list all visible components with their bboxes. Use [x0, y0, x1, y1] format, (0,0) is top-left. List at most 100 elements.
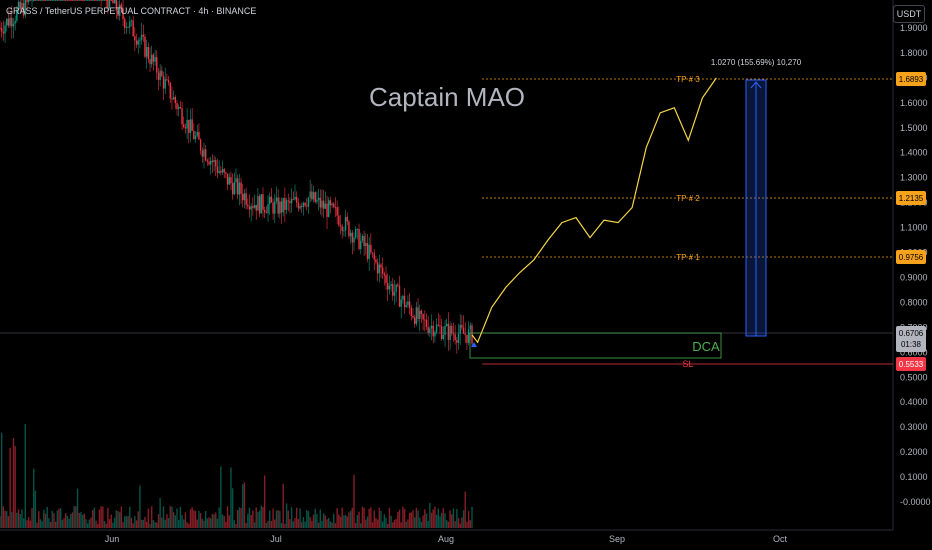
candle-body [269, 196, 271, 205]
candle-body [22, 3, 25, 16]
current-price: 0.6706 [899, 329, 924, 338]
price-tick-label: 1.6000 [900, 98, 928, 108]
time-axis[interactable]: Jun Jul Aug Sep Oct [105, 534, 788, 544]
symbol-title[interactable]: GRASS / TetherUS PERPETUAL CONTRACT · 4h… [6, 6, 257, 16]
candle-body [179, 106, 182, 109]
volume-bar [435, 514, 438, 528]
volume-bar [46, 506, 48, 528]
candle-body [149, 58, 151, 65]
volume-bar [226, 506, 229, 528]
volume-bar [280, 522, 283, 528]
volume-bar [419, 517, 421, 528]
measure-arrow-head-icon [750, 81, 762, 89]
sl-price-badge: 0.5533 [896, 357, 926, 371]
candle-body [462, 327, 465, 334]
price-tick-label: 1.9000 [900, 23, 928, 33]
time-tick-label: Oct [773, 534, 788, 544]
candle-body [159, 70, 161, 80]
volume-bar [402, 506, 404, 528]
volume-bar [75, 506, 77, 528]
candle-body [289, 200, 291, 204]
volume-bar [248, 507, 251, 528]
candle-body [78, 0, 80, 1]
volume-bar [215, 512, 217, 528]
volume-bar [328, 517, 330, 528]
volume-bar [152, 520, 155, 528]
volume-bar [162, 506, 165, 528]
volume-bar [81, 514, 84, 528]
volume-bar [177, 520, 180, 528]
volume-bar [329, 521, 332, 528]
candle-body [270, 196, 273, 203]
candle-body [329, 200, 332, 206]
volume-bar [306, 510, 308, 528]
volume-bar [211, 513, 214, 528]
volume-bar [51, 510, 53, 528]
candle-body [221, 169, 224, 173]
candle-body [331, 203, 333, 206]
volume-bar [407, 519, 409, 528]
volume-bar [86, 523, 89, 528]
volume-bar [269, 510, 271, 528]
volume-bar [395, 518, 397, 528]
volume-bar [247, 513, 249, 528]
candle-body [216, 166, 219, 173]
volume-bar [218, 507, 220, 528]
volume-bar [412, 510, 414, 528]
candle-body [319, 197, 321, 208]
candle-body [140, 34, 143, 40]
volume-bar [387, 523, 389, 528]
volume-bar [139, 485, 141, 528]
candle-body [44, 0, 47, 1]
candle-body [203, 149, 205, 157]
volume-bar [134, 515, 136, 528]
volume-bar [83, 513, 85, 528]
time-tick-label: Aug [438, 534, 454, 544]
volume-bar [287, 510, 289, 528]
candle-body [34, 0, 37, 1]
candle-body [39, 0, 42, 1]
volume-bar [437, 508, 439, 528]
volume-bar [392, 522, 394, 528]
volume-bar [66, 515, 69, 528]
candle-body [407, 301, 409, 306]
candle-body [343, 230, 345, 232]
volume-bar [285, 503, 288, 528]
price-axis[interactable]: 1.90001.80001.70001.60001.50001.40001.30… [900, 23, 931, 507]
candle-body [7, 18, 10, 26]
candle-body [92, 0, 94, 1]
candle-body [154, 57, 156, 62]
candle-body [412, 316, 414, 318]
volume-bar [430, 512, 433, 528]
dca-zone[interactable] [469, 332, 722, 359]
candle-body [366, 243, 369, 259]
candle-body [73, 0, 75, 1]
candle-body [12, 23, 15, 27]
volume-bar [19, 514, 21, 528]
volume-bar [115, 510, 118, 528]
candle-body [226, 173, 229, 185]
volume-bar [376, 519, 379, 528]
candle-body [275, 197, 278, 202]
volume-bar [358, 511, 360, 528]
volume-bar [356, 515, 359, 528]
candle-body [90, 0, 92, 1]
candle-body [284, 197, 286, 210]
projection-path[interactable] [471, 77, 717, 344]
volume-bar [420, 521, 423, 528]
volume-bar [33, 468, 35, 528]
candle-body [2, 31, 5, 34]
candle-body [80, 0, 82, 1]
candle-body [208, 161, 210, 165]
candle-body [301, 205, 303, 207]
candle-body [174, 97, 177, 104]
candle-body [467, 329, 470, 343]
volume-bar [295, 507, 298, 528]
candle-body [464, 333, 466, 335]
volume-bar [6, 511, 8, 528]
volume-bar [446, 520, 448, 528]
volume-bar [73, 506, 75, 528]
currency-button[interactable]: USDT [893, 5, 925, 23]
candle-body [142, 34, 144, 37]
